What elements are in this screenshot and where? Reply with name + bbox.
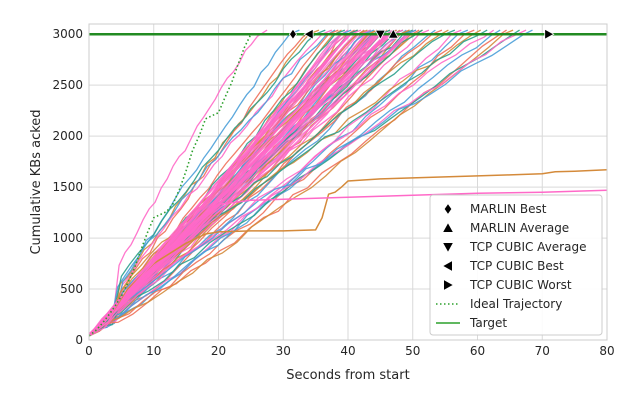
y-tick-label-2: 1000: [52, 231, 83, 245]
flow-line-50: [88, 29, 462, 337]
flow-line-pink-25: [88, 33, 352, 337]
x-tick-label-1: 10: [146, 344, 161, 358]
x-tick-label-6: 60: [470, 344, 485, 358]
y-tick-label-3: 1500: [52, 180, 83, 194]
flow-line-5: [88, 29, 333, 337]
x-tick-label-7: 70: [535, 344, 550, 358]
flow-line-4: [88, 29, 326, 337]
x-axis-label: Seconds from start: [286, 368, 409, 383]
flow-line-1: [88, 29, 300, 337]
legend-box: [429, 194, 603, 336]
marker-layer: [288, 28, 555, 41]
x-tick-label-8: 80: [599, 344, 614, 358]
y-tick-label-5: 2500: [52, 78, 83, 92]
legend-label-0: MARLIN Best: [470, 202, 547, 216]
legend-label-5: Ideal Trajectory: [470, 297, 562, 311]
flow-line-57: [88, 29, 507, 337]
flow-line-56: [88, 29, 501, 337]
legend-handle-triangle-down: [441, 242, 455, 254]
y-tick-label-0: 0: [75, 333, 83, 347]
legend-label-6: Target: [469, 316, 507, 330]
x-tick-label-3: 30: [276, 344, 291, 358]
flow-bundle: [88, 29, 533, 337]
legend-handle-diamond: [443, 202, 453, 216]
marker-triangle-up-1: [387, 28, 400, 39]
flow-line-61: [88, 29, 533, 337]
legend-label-2: TCP CUBIC Average: [469, 240, 586, 254]
flow-line-pink-27: [88, 33, 377, 335]
x-tick-label-0: 0: [85, 344, 93, 358]
legend-label-1: MARLIN Average: [470, 221, 569, 235]
x-tick-label-5: 50: [405, 344, 420, 358]
marker-triangle-right-4: [544, 28, 555, 40]
flow-line-pink-29: [88, 33, 389, 337]
y-axis-label: Cumulative KBs acked: [29, 109, 44, 254]
legend-handle-triangle-up: [441, 221, 455, 233]
ideal-trajectory-layer: [88, 33, 252, 337]
special-series-line-0: [88, 169, 608, 337]
legend-handle-triangle-right: [443, 278, 455, 292]
ideal-trajectory-line: [88, 33, 252, 337]
flow-line-0: [88, 29, 268, 337]
flow-line-55: [88, 29, 495, 337]
marker-triangle-left-3: [303, 28, 314, 40]
special-series-line-1: [88, 189, 608, 337]
legend-label-4: TCP CUBIC Worst: [469, 278, 572, 292]
marker-diamond-0: [288, 28, 297, 40]
y-tick-label-1: 500: [60, 282, 83, 296]
tick-labels: 0 10 20 30 40 50 60 70 80 0 500 1000 1500 2000 2500 300…: [52, 27, 614, 358]
legend-handle-triangle-left: [441, 259, 453, 273]
flow-line-6: [88, 29, 336, 337]
marker-triangle-down-2: [374, 29, 387, 41]
flow-line-60: [88, 29, 527, 337]
flow-line-46: [88, 29, 436, 337]
special-series: [88, 169, 608, 337]
y-tick-label-6: 3000: [52, 27, 83, 41]
x-tick-label-2: 20: [211, 344, 226, 358]
flow-line-pink-28: [88, 35, 399, 336]
plot-frame: [88, 23, 608, 341]
legend: MARLIN Best MARLIN Average TCP CUBIC Avera…: [429, 194, 603, 336]
y-tick-label-4: 2000: [52, 129, 83, 143]
legend-label-3: TCP CUBIC Best: [469, 259, 564, 273]
x-tick-label-4: 40: [340, 344, 355, 358]
